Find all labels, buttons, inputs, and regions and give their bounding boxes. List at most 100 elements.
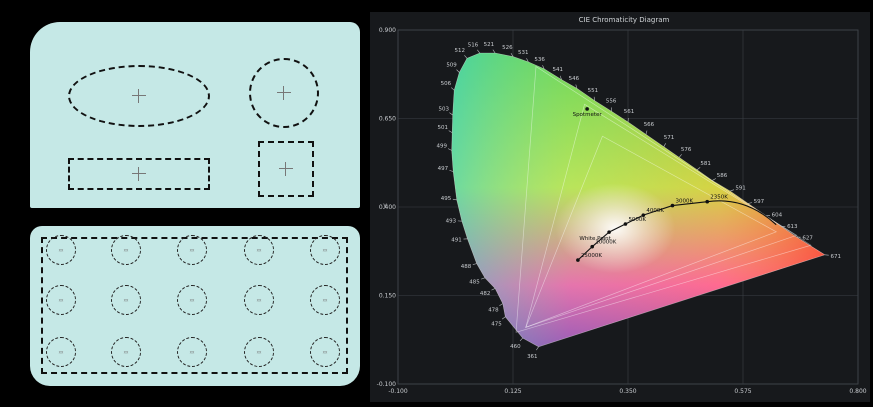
- wavelength-tick: [472, 263, 477, 265]
- circle-roi[interactable]: [249, 58, 319, 128]
- specimen-panel-bottom: xx xx xx xx xx xx xx xx xx xx xx xx xx xx xx: [30, 226, 360, 386]
- square-roi[interactable]: [258, 141, 314, 197]
- spot-label: xx: [123, 349, 129, 355]
- planckian-label: 3000K: [675, 199, 693, 205]
- x-tick-label: 0.575: [734, 388, 751, 395]
- spot-label: xx: [256, 297, 262, 303]
- spot-roi[interactable]: xx: [111, 235, 141, 265]
- planckian-curve: [577, 200, 777, 261]
- planckian-label: 25000K: [581, 253, 602, 259]
- wavelength-label: 571: [664, 135, 675, 141]
- wavelength-tick: [499, 303, 503, 307]
- wavelength-tick: [510, 52, 514, 57]
- ellipse-roi[interactable]: [68, 65, 210, 127]
- gamut-triangle: [515, 65, 812, 333]
- spot-roi[interactable]: xx: [244, 337, 274, 367]
- cie-chart-panel: CIE Chromaticity Diagram 460 475 478 482 485…: [370, 12, 870, 402]
- wavelength-tick: [542, 65, 545, 70]
- wavelength-label: 581: [700, 161, 711, 167]
- wavelength-tick: [448, 130, 453, 133]
- spot-label: xx: [322, 247, 328, 253]
- planckian-label: 4000K: [646, 208, 664, 214]
- wavelength-tick: [519, 337, 523, 342]
- wavelength-tick: [696, 167, 701, 171]
- wavelength-label: 526: [502, 45, 513, 51]
- wavelength-label: 493: [446, 218, 457, 224]
- wavelength-tick: [449, 112, 453, 116]
- gamut-triangle: [525, 135, 778, 328]
- cie-chromaticity-chart: CIE Chromaticity Diagram 460 475 478 482485…: [377, 16, 867, 395]
- spot-roi[interactable]: xx: [177, 285, 207, 315]
- spot-label: xx: [256, 247, 262, 253]
- wavelength-tick: [663, 143, 666, 147]
- y-axis-label: y: [383, 202, 387, 209]
- wavelength-label: 501: [437, 125, 448, 131]
- y-tick-label: 0.900: [379, 27, 396, 34]
- spot-label: xx: [189, 247, 195, 253]
- spot-roi[interactable]: xx: [111, 285, 141, 315]
- spot-roi[interactable]: xx: [46, 235, 76, 265]
- spot-roi[interactable]: xx: [46, 337, 76, 367]
- spot-roi[interactable]: xx: [310, 235, 340, 265]
- spot-roi[interactable]: xx: [244, 285, 274, 315]
- wavelength-label: 597: [754, 199, 765, 205]
- spot-label: xx: [256, 349, 262, 355]
- planckian-point: [641, 213, 646, 217]
- axis-labels: -0.100 0.125 0.350 0.575 0.800 0.900 0.650 0.40…: [377, 27, 867, 395]
- wavelength-tick: [449, 169, 454, 172]
- y-tick-label: 0.650: [379, 116, 396, 123]
- spot-label: xx: [189, 297, 195, 303]
- y-tick-label: 0.400: [379, 204, 396, 211]
- wavelength-tick: [464, 55, 468, 59]
- planckian-point: [607, 230, 611, 234]
- specimen-panel-top: [30, 22, 360, 208]
- spot-roi[interactable]: xx: [310, 337, 340, 367]
- spot-label: xx: [322, 297, 328, 303]
- wavelength-tick: [593, 96, 596, 101]
- wavelength-label: 460: [510, 344, 521, 350]
- wavelength-tick: [481, 277, 485, 280]
- wavelength-label: 503: [438, 107, 449, 113]
- wavelength-label: 627: [802, 235, 813, 241]
- wavelength-label: 586: [717, 173, 728, 179]
- wavelength-tick: [645, 130, 648, 135]
- spot-label: xx: [189, 349, 195, 355]
- wavelength-label: 509: [446, 63, 457, 69]
- spotmeter-label: Spotmeter: [573, 112, 603, 118]
- wavelength-label: 512: [455, 48, 466, 54]
- wavelength-tick: [451, 87, 455, 91]
- spot-roi[interactable]: xx: [244, 235, 274, 265]
- wavelength-label: 478: [488, 307, 499, 313]
- wavelength-label: 531: [518, 50, 529, 56]
- wavelength-label: 546: [569, 76, 580, 82]
- planckian-point: [590, 244, 595, 249]
- planckian-label: 10000K: [595, 240, 616, 246]
- wavelength-label: 361: [527, 354, 538, 360]
- crosshair-icon: [277, 86, 291, 100]
- wavelength-label: 604: [772, 213, 783, 219]
- wavelength-label: 541: [552, 67, 563, 73]
- spot-roi[interactable]: xx: [111, 337, 141, 367]
- rectangle-roi[interactable]: [68, 158, 210, 190]
- spot-roi[interactable]: xx: [177, 235, 207, 265]
- crosshair-icon: [279, 162, 293, 176]
- x-tick-label: -0.100: [388, 388, 408, 395]
- spot-roi[interactable]: xx: [177, 337, 207, 367]
- spot-roi[interactable]: xx: [46, 285, 76, 315]
- wavelength-label: 482: [480, 291, 491, 297]
- spot-roi[interactable]: xx: [310, 285, 340, 315]
- wavelength-label: 613: [787, 224, 798, 230]
- x-tick-label: 0.800: [849, 388, 866, 395]
- wavelength-label: 566: [644, 122, 655, 128]
- gamut-triangles: [515, 65, 812, 333]
- spot-label: xx: [123, 247, 129, 253]
- gamut-triangle: [525, 103, 798, 328]
- wavelength-label: 671: [830, 254, 841, 260]
- planckian-label: 5000K: [628, 217, 646, 223]
- wavelength-tick: [447, 148, 452, 151]
- spot-label: xx: [123, 297, 129, 303]
- wavelength-label: 491: [451, 237, 462, 243]
- wavelength-tick: [730, 189, 735, 192]
- wavelength-label: 516: [468, 42, 479, 48]
